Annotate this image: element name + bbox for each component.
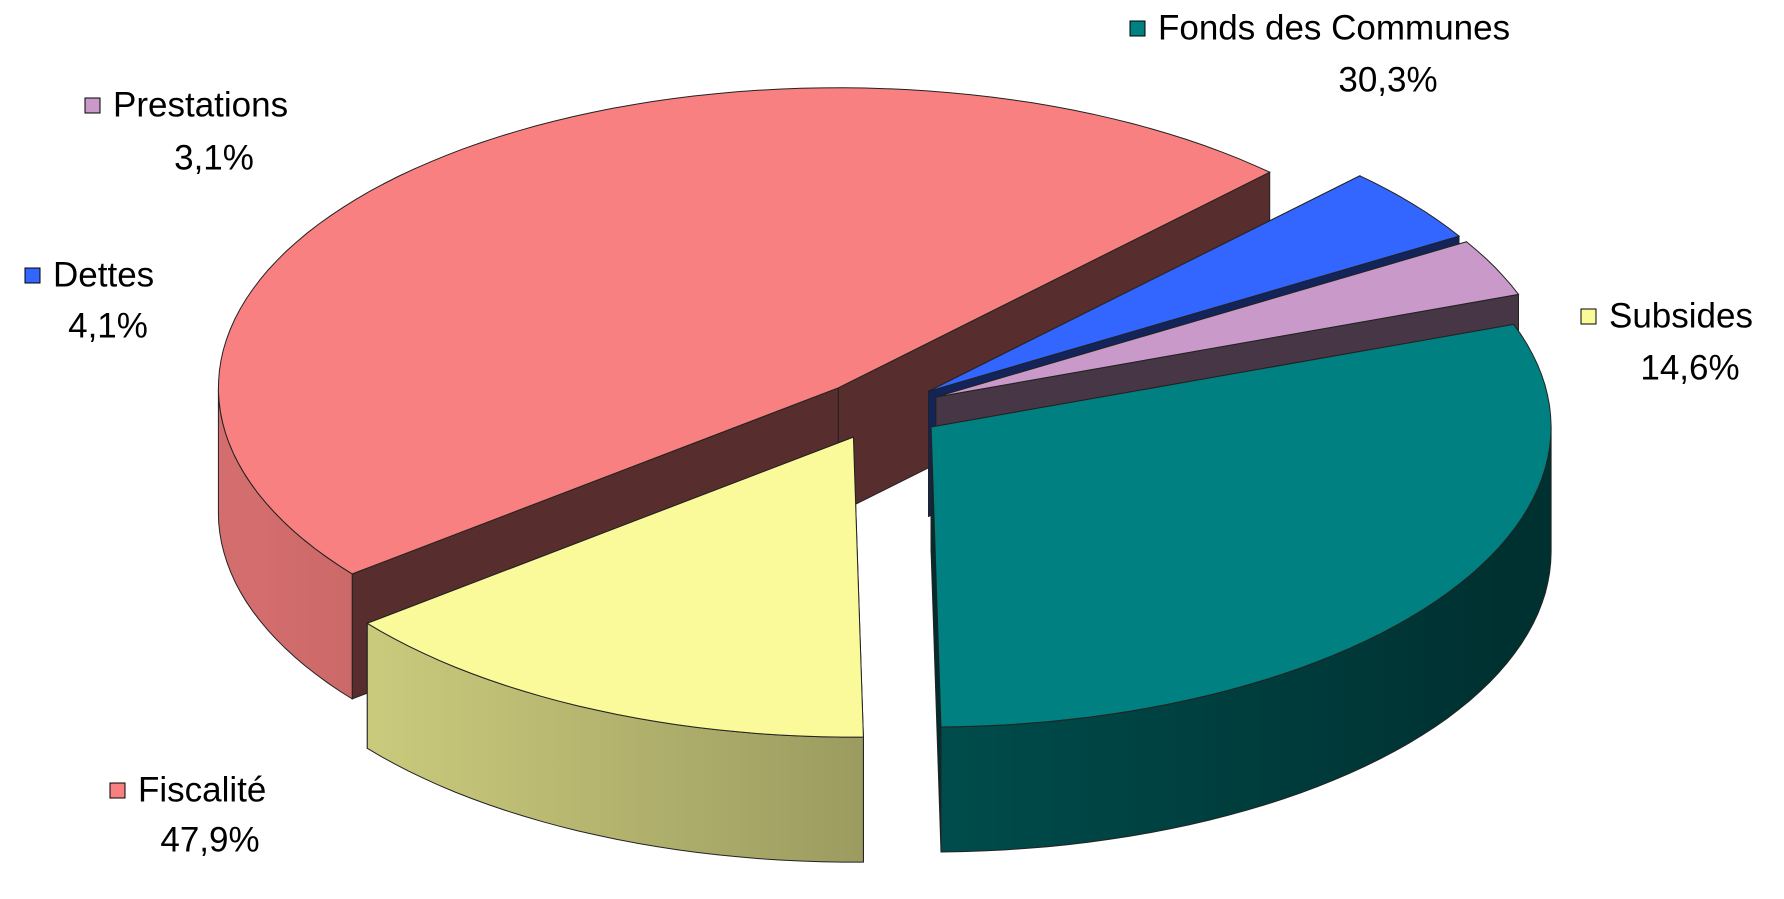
slice-top bbox=[217, 87, 1271, 575]
legend-swatch bbox=[109, 782, 126, 799]
legend-swatch bbox=[24, 267, 41, 284]
legend-swatch bbox=[1580, 308, 1597, 325]
slice-top bbox=[928, 175, 1461, 392]
slice-value-label: 3,1% bbox=[174, 138, 254, 177]
slice bbox=[930, 323, 1552, 853]
slice-label: Fonds des Communes bbox=[1158, 8, 1510, 47]
slice-value-label: 30,3% bbox=[1338, 60, 1437, 99]
legend-swatch bbox=[84, 97, 101, 114]
slice-label: Dettes bbox=[53, 255, 154, 294]
slice-value-label: 47,9% bbox=[160, 820, 259, 859]
slice-value-label: 14,6% bbox=[1640, 348, 1739, 387]
slice-top bbox=[930, 323, 1552, 728]
slice-top bbox=[935, 241, 1520, 398]
slice-top bbox=[366, 436, 864, 738]
legend-swatch bbox=[1129, 20, 1146, 37]
slice-value-label: 4,1% bbox=[68, 306, 148, 345]
slice bbox=[366, 436, 864, 863]
slice-label: Prestations bbox=[113, 85, 288, 124]
slice-label: Subsides bbox=[1609, 296, 1753, 335]
slice-label: Fiscalité bbox=[138, 770, 266, 809]
